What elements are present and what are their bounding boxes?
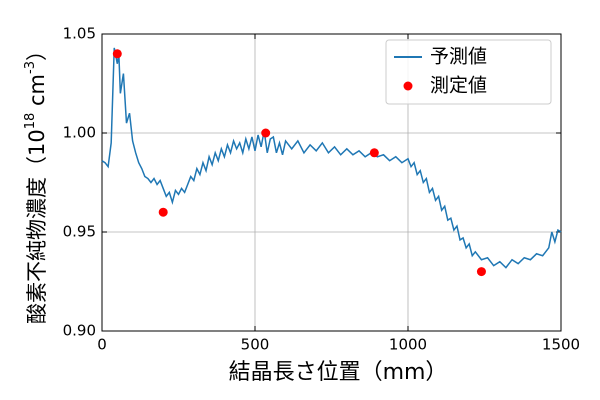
y-label-text: ） <box>25 40 49 61</box>
y-tick-label: 1.05 <box>63 25 96 43</box>
data-line <box>101 47 562 269</box>
y-label-sup: -3 <box>23 61 38 74</box>
y-tick-label: 0.90 <box>63 322 96 340</box>
x-tick-label: 1000 <box>389 336 427 354</box>
legend-label: 予測値 <box>430 46 487 68</box>
legend-marker <box>403 81 413 91</box>
plot-frame <box>101 33 562 332</box>
data-point <box>261 128 271 138</box>
x-tick-label: 0 <box>97 336 107 354</box>
y-axis-label: 酸素不純物濃度（1018 cm-3） <box>23 40 50 324</box>
legend-label: 測定値 <box>430 75 487 97</box>
y-tick-label: 0.95 <box>63 223 96 241</box>
data-point <box>112 49 122 59</box>
legend-box <box>385 39 552 105</box>
y-tick-label: 1.00 <box>63 124 96 142</box>
x-tick-label: 500 <box>241 336 270 354</box>
x-tick-label: 1500 <box>542 336 580 354</box>
x-axis-label: 結晶長さ位置（mm） <box>229 360 448 385</box>
y-label-text: 酸素不純物濃度（10 <box>25 129 49 324</box>
y-label-sup: 18 <box>23 113 38 130</box>
data-point <box>476 267 486 277</box>
data-point <box>369 148 379 158</box>
y-label-text: cm <box>25 74 49 113</box>
data-point <box>158 207 168 217</box>
